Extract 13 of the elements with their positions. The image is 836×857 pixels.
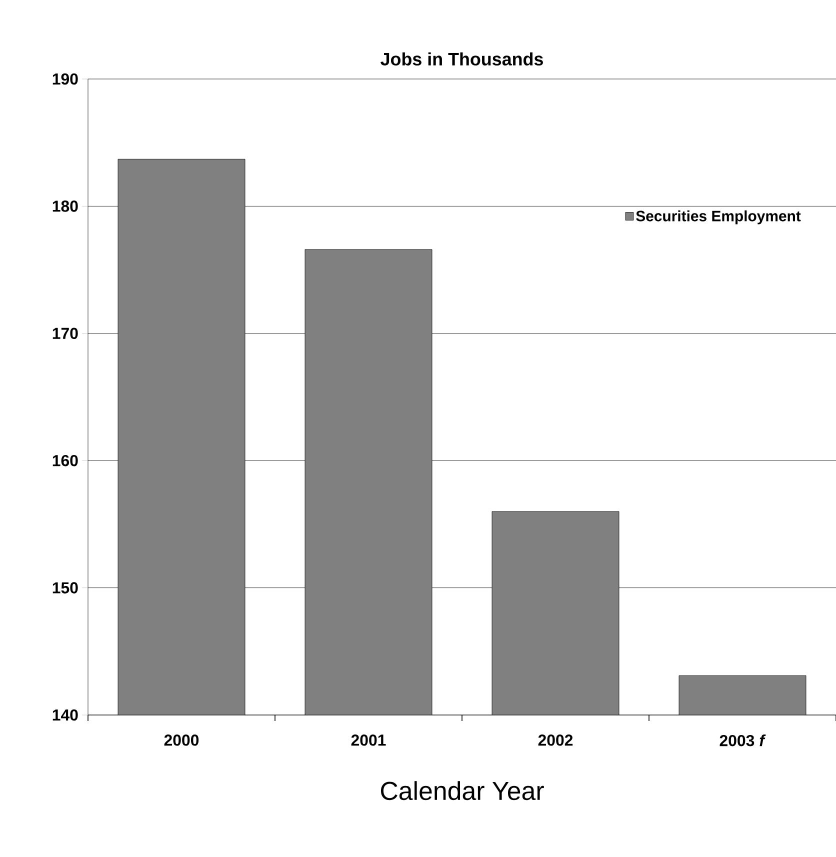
chart-title: Jobs in Thousands: [380, 52, 543, 66]
x-axis-title: Calendar Year: [380, 781, 544, 800]
x-tick-label: 2002: [538, 734, 573, 746]
y-tick-label: 140: [52, 709, 78, 721]
y-tick-label: 170: [52, 328, 78, 340]
legend-label: Securities Employment: [636, 210, 801, 224]
y-tick-label: 180: [52, 200, 78, 212]
x-tick-label: 2000: [164, 734, 199, 746]
y-tick-label: 160: [52, 454, 78, 466]
y-tick-label: 190: [52, 73, 78, 85]
x-tick-label: 2003 f: [720, 734, 766, 746]
y-tick-label: 150: [52, 582, 78, 594]
x-tick-label: 2001: [351, 734, 386, 746]
